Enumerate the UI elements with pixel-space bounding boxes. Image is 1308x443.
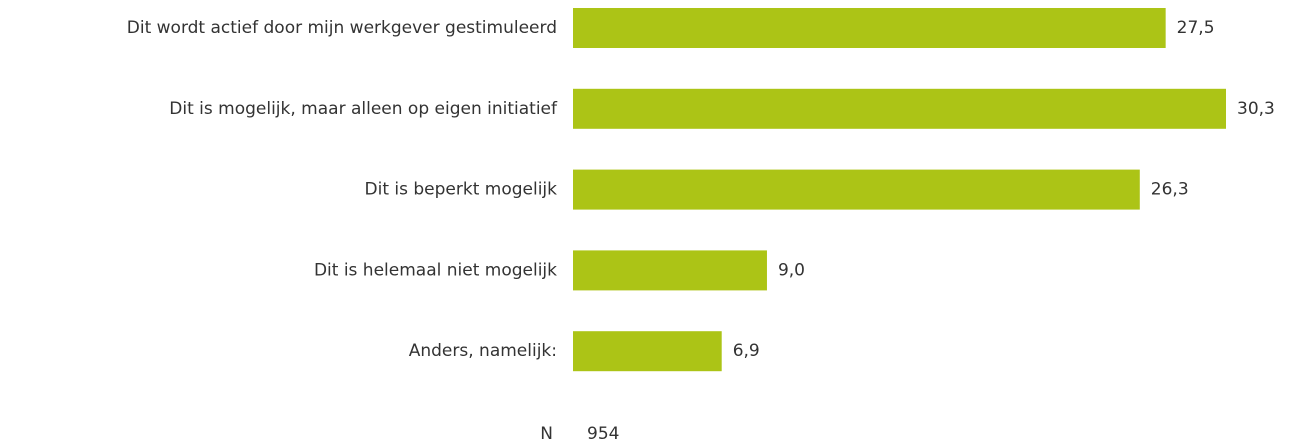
value-label: 6,9 [733,341,760,361]
value-label: 9,0 [778,260,805,280]
bar [573,250,767,291]
category-label: Anders, namelijk: [409,341,557,361]
category-label: Dit is beperkt mogelijk [365,180,558,200]
category-label: Dit is helemaal niet mogelijk [314,260,557,280]
bar [573,331,722,372]
bar [573,88,1226,129]
bar [573,169,1140,210]
category-label: Dit is mogelijk, maar alleen op eigen in… [169,99,558,119]
n-label: N [540,424,553,443]
value-label: 26,3 [1151,180,1189,200]
n-value: 954 [587,424,619,443]
value-label: 30,3 [1237,99,1275,119]
category-label: Dit wordt actief door mijn werkgever ges… [127,18,557,38]
value-label: 27,5 [1177,18,1215,38]
bar [573,8,1166,48]
